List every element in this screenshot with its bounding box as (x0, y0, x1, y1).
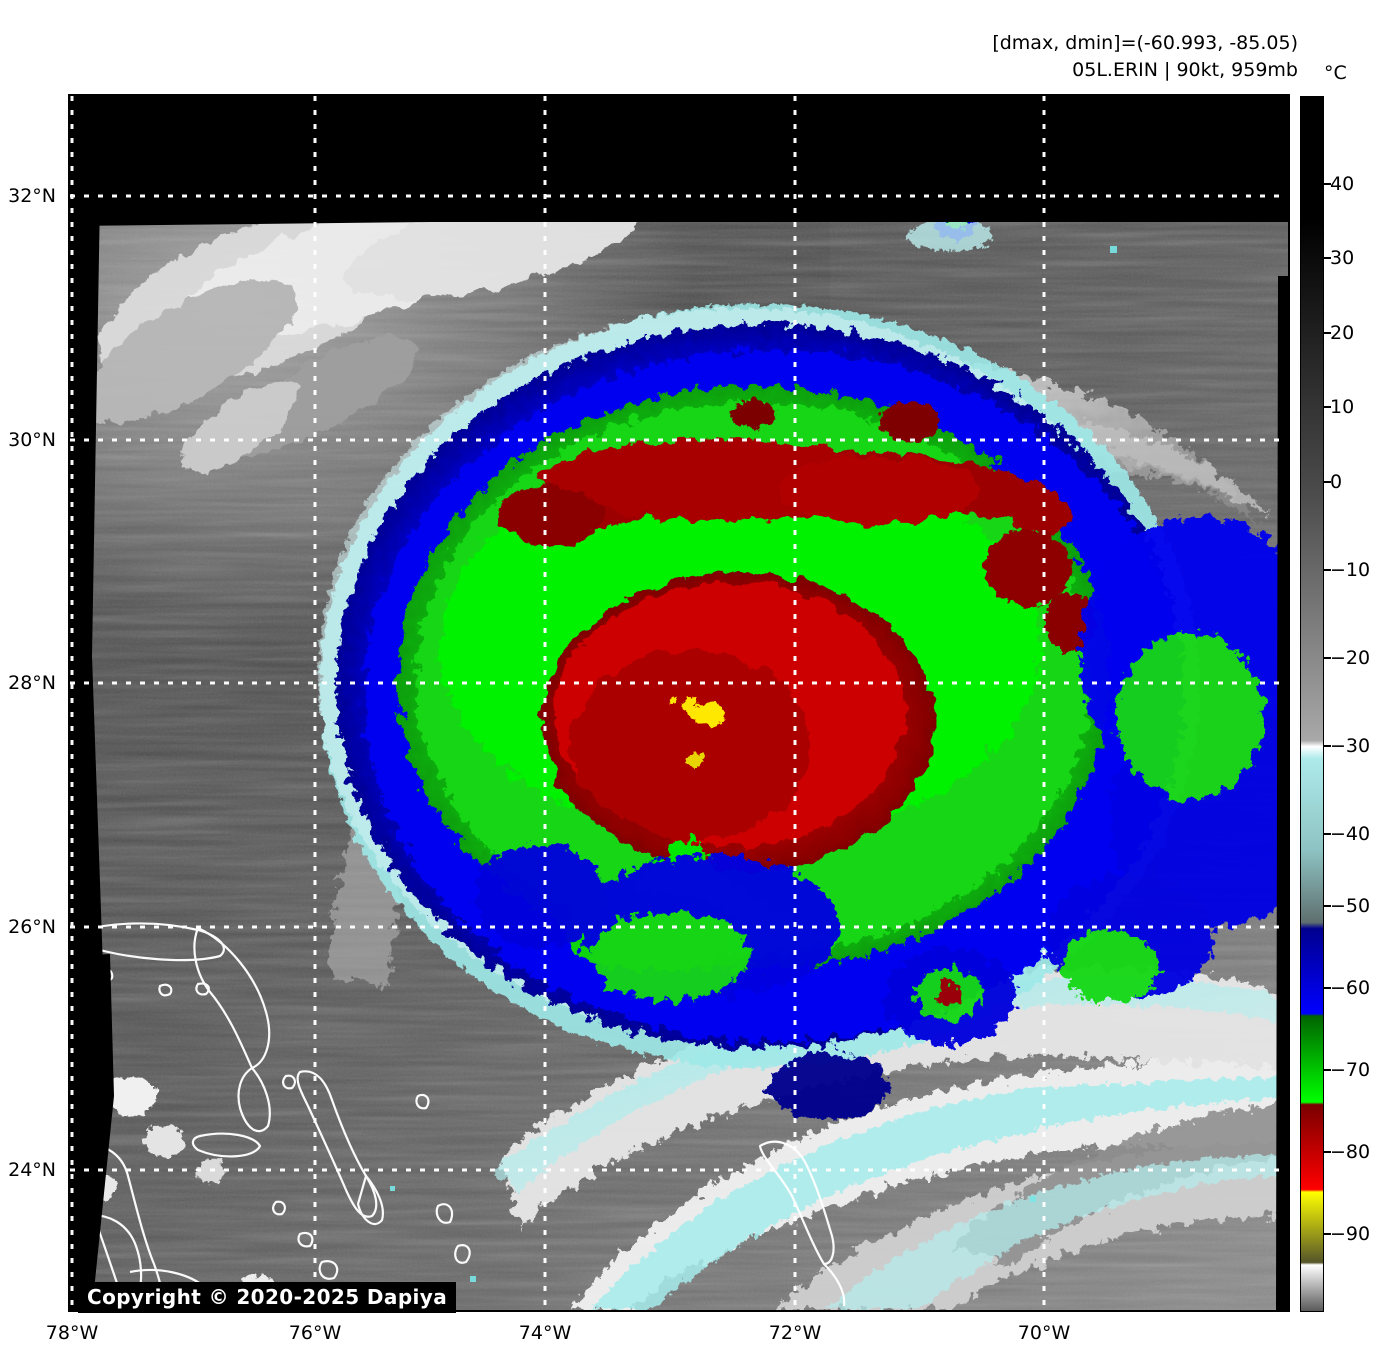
cb-tick-m20: −20 (1330, 647, 1371, 669)
x-tick-72w: 72°W (768, 1322, 822, 1344)
y-tick-30n: 30°N (8, 429, 56, 451)
cb-tick-40: 40 (1330, 173, 1355, 195)
x-tick-74w: 74°W (518, 1322, 572, 1344)
y-tick-26n: 26°N (8, 916, 56, 938)
cb-tick-m30: −30 (1330, 735, 1371, 757)
satellite-imagery-svg (70, 96, 1288, 1310)
x-tick-78w: 78°W (45, 1322, 99, 1344)
x-tick-70w: 70°W (1017, 1322, 1071, 1344)
cb-tick-20: 20 (1330, 322, 1355, 344)
metadata-storm: 05L.ERIN | 90kt, 959mb (1072, 58, 1298, 81)
metadata-dminmax: [dmax, dmin]=(-60.993, -85.05) (992, 32, 1298, 54)
colorbar-gradient (1301, 97, 1323, 1311)
cb-tick-m50: −50 (1330, 895, 1371, 917)
y-tick-24n: 24°N (8, 1159, 56, 1181)
cb-tick-30: 30 (1330, 247, 1355, 269)
colorbar-unit-label: °C (1324, 62, 1347, 84)
cb-tick-m10: −10 (1330, 559, 1371, 581)
cb-tick-m70: −70 (1330, 1059, 1371, 1081)
metadata-block: [dmax, dmin]=(-60.993, -85.05) 05L.ERIN … (992, 30, 1298, 84)
cb-tick-m40: −40 (1330, 823, 1371, 845)
y-tick-28n: 28°N (8, 672, 56, 694)
copyright-watermark: Copyright © 2020-2025 Dapiya (78, 1282, 457, 1313)
cb-tick-0: 0 (1330, 471, 1343, 493)
y-tick-32n: 32°N (8, 185, 56, 207)
cb-tick-m60: −60 (1330, 977, 1371, 999)
cb-tick-m90: −90 (1330, 1223, 1371, 1245)
satellite-image-plot[interactable] (70, 96, 1288, 1310)
cb-tick-m80: −80 (1330, 1141, 1371, 1163)
temperature-colorbar[interactable] (1300, 96, 1324, 1312)
x-tick-76w: 76°W (288, 1322, 342, 1344)
cb-tick-10: 10 (1330, 396, 1355, 418)
graticule-gridlines (70, 96, 1288, 1310)
